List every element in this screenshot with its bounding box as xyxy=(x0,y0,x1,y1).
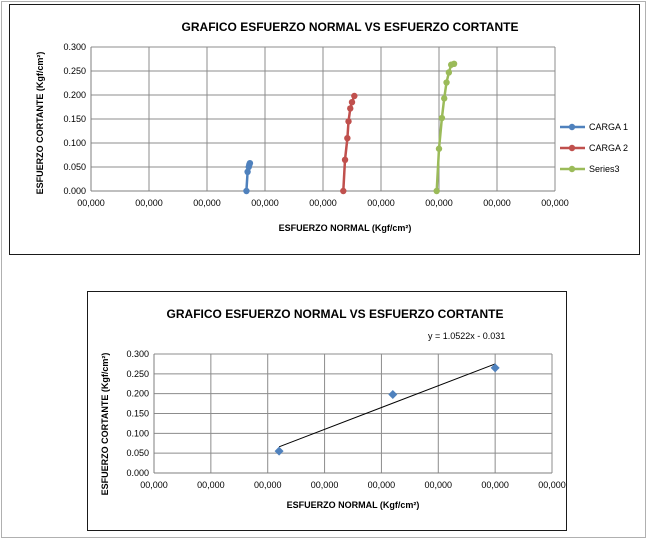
chart-2-x-tick-label: 00,000 xyxy=(425,480,453,490)
chart-1-x-tick-label: 00,000 xyxy=(367,198,395,208)
chart-2-trendline-equation: y = 1.0522x - 0.031 xyxy=(428,331,505,341)
chart-1-series3-point xyxy=(441,95,448,102)
chart-1-legend: CARGA 1 CARGA 2 Series3 xyxy=(560,122,628,174)
chart-2-series-1-point xyxy=(274,446,284,456)
legend-carga-2-marker xyxy=(568,144,576,152)
chart-1-x-tick-label: 00,000 xyxy=(135,198,163,208)
chart-2-x-axis-title: ESFUERZO NORMAL (Kgf/cm²) xyxy=(287,500,420,510)
chart-1-y-tick-label: 0.050 xyxy=(63,162,86,172)
chart-1-x-axis-title: ESFUERZO NORMAL (Kgf/cm²) xyxy=(279,223,412,233)
chart-1-x-tick-label: 00,000 xyxy=(77,198,105,208)
chart-1-container: GRAFICO ESFUERZO NORMAL VS ESFUERZO CORT… xyxy=(9,4,640,255)
chart-2-x-tick-label: 00,000 xyxy=(368,480,396,490)
chart-1-carga-2-point xyxy=(341,156,349,163)
chart-1-x-tick-label: 00,000 xyxy=(309,198,337,208)
legend-carga-1-label: CARGA 1 xyxy=(589,122,628,132)
chart-2-x-tick-label: 00,000 xyxy=(197,480,225,490)
chart-2-y-tick-label: 0.200 xyxy=(126,389,149,399)
chart-1-x-tick-label: 00,000 xyxy=(193,198,221,208)
chart-1-y-tick-label: 0.100 xyxy=(63,138,86,148)
chart-1-plot-area: 0.000 0.050 0.100 0.150 0.200 0.250 0.300 00,00… xyxy=(63,42,568,208)
chart-1-carga-2-point xyxy=(340,187,347,195)
chart-1-series3-point xyxy=(438,114,446,122)
chart-1-y-tick-label: 0.200 xyxy=(63,90,86,100)
chart-1-x-tick-label: 00,000 xyxy=(541,198,569,208)
chart-2-trendline xyxy=(278,363,496,448)
chart-2-plot-area: 0.000 0.050 0.100 0.150 0.200 0.250 0.300 00,00… xyxy=(126,349,565,490)
chart-1-y-tick-label: 0.150 xyxy=(63,114,86,124)
chart-2-svg: GRAFICO ESFUERZO NORMAL VS ESFUERZO CORT… xyxy=(100,307,566,510)
chart-2-y-tick-label: 0.150 xyxy=(126,409,149,419)
chart-2-y-tick-label: 0.000 xyxy=(126,468,149,478)
chart-1-carga-1-point xyxy=(246,159,254,167)
legend-series3-label: Series3 xyxy=(589,164,620,174)
chart-1-svg: GRAFICO ESFUERZO NORMAL VS ESFUERZO CORT… xyxy=(35,20,628,233)
chart-2-title: GRAFICO ESFUERZO NORMAL VS ESFUERZO CORT… xyxy=(167,307,504,321)
chart-2-container: GRAFICO ESFUERZO NORMAL VS ESFUERZO CORT… xyxy=(87,291,567,531)
chart-2-series-1-point xyxy=(388,389,398,399)
chart-1-carga-2-point xyxy=(347,105,354,112)
legend-carga-2-label: CARGA 2 xyxy=(589,143,628,153)
chart-1-carga-2-point xyxy=(345,118,352,125)
chart-1-series3-point xyxy=(443,79,450,86)
chart-2-x-tick-label: 00,000 xyxy=(140,480,168,490)
chart-1-x-tick-label: 00,000 xyxy=(483,198,511,208)
chart-2-y-tick-label: 0.100 xyxy=(126,428,149,438)
chart-2-x-tick-label: 00,000 xyxy=(538,480,566,490)
chart-2-y-tick-label: 0.050 xyxy=(126,448,149,458)
chart-1-series3-point xyxy=(435,145,443,152)
chart-2-x-tick-label: 00,000 xyxy=(254,480,282,490)
chart-1-x-tick-label: 00,000 xyxy=(425,198,453,208)
chart-2-series-1-point xyxy=(490,363,500,373)
chart-1-carga-2-point xyxy=(344,135,351,142)
chart-1-y-axis-title: ESFUERZO CORTANTE (Kgf/cm²) xyxy=(35,52,45,195)
chart-1-title: GRAFICO ESFUERZO NORMAL VS ESFUERZO CORT… xyxy=(182,20,519,34)
chart-1-y-tick-label: 0.300 xyxy=(63,42,86,52)
chart-1-carga-1-point xyxy=(243,187,250,195)
chart-2-y-tick-label: 0.250 xyxy=(126,369,149,379)
chart-1-x-tick-label: 00,000 xyxy=(251,198,279,208)
legend-carga-1-marker xyxy=(568,123,576,131)
chart-1-series3-point xyxy=(445,69,453,76)
chart-1-y-tick-label: 0.250 xyxy=(63,66,86,76)
chart-2-y-tick-label: 0.300 xyxy=(126,349,149,359)
chart-1-series3-point xyxy=(450,60,458,67)
chart-1-carga-1-point xyxy=(244,168,251,175)
legend-series3-marker xyxy=(568,165,576,173)
chart-1-carga-2-point xyxy=(351,92,358,100)
chart-1-carga-2-point xyxy=(348,99,356,106)
chart-2-x-tick-label: 00,000 xyxy=(311,480,339,490)
chart-1-y-tick-label: 0.000 xyxy=(63,186,86,196)
chart-1-series3-point xyxy=(433,187,440,195)
chart-2-y-axis-title: ESFUERZO CORTANTE (Kgf/cm²) xyxy=(100,353,110,496)
chart-2-x-tick-label: 00,000 xyxy=(481,480,509,490)
